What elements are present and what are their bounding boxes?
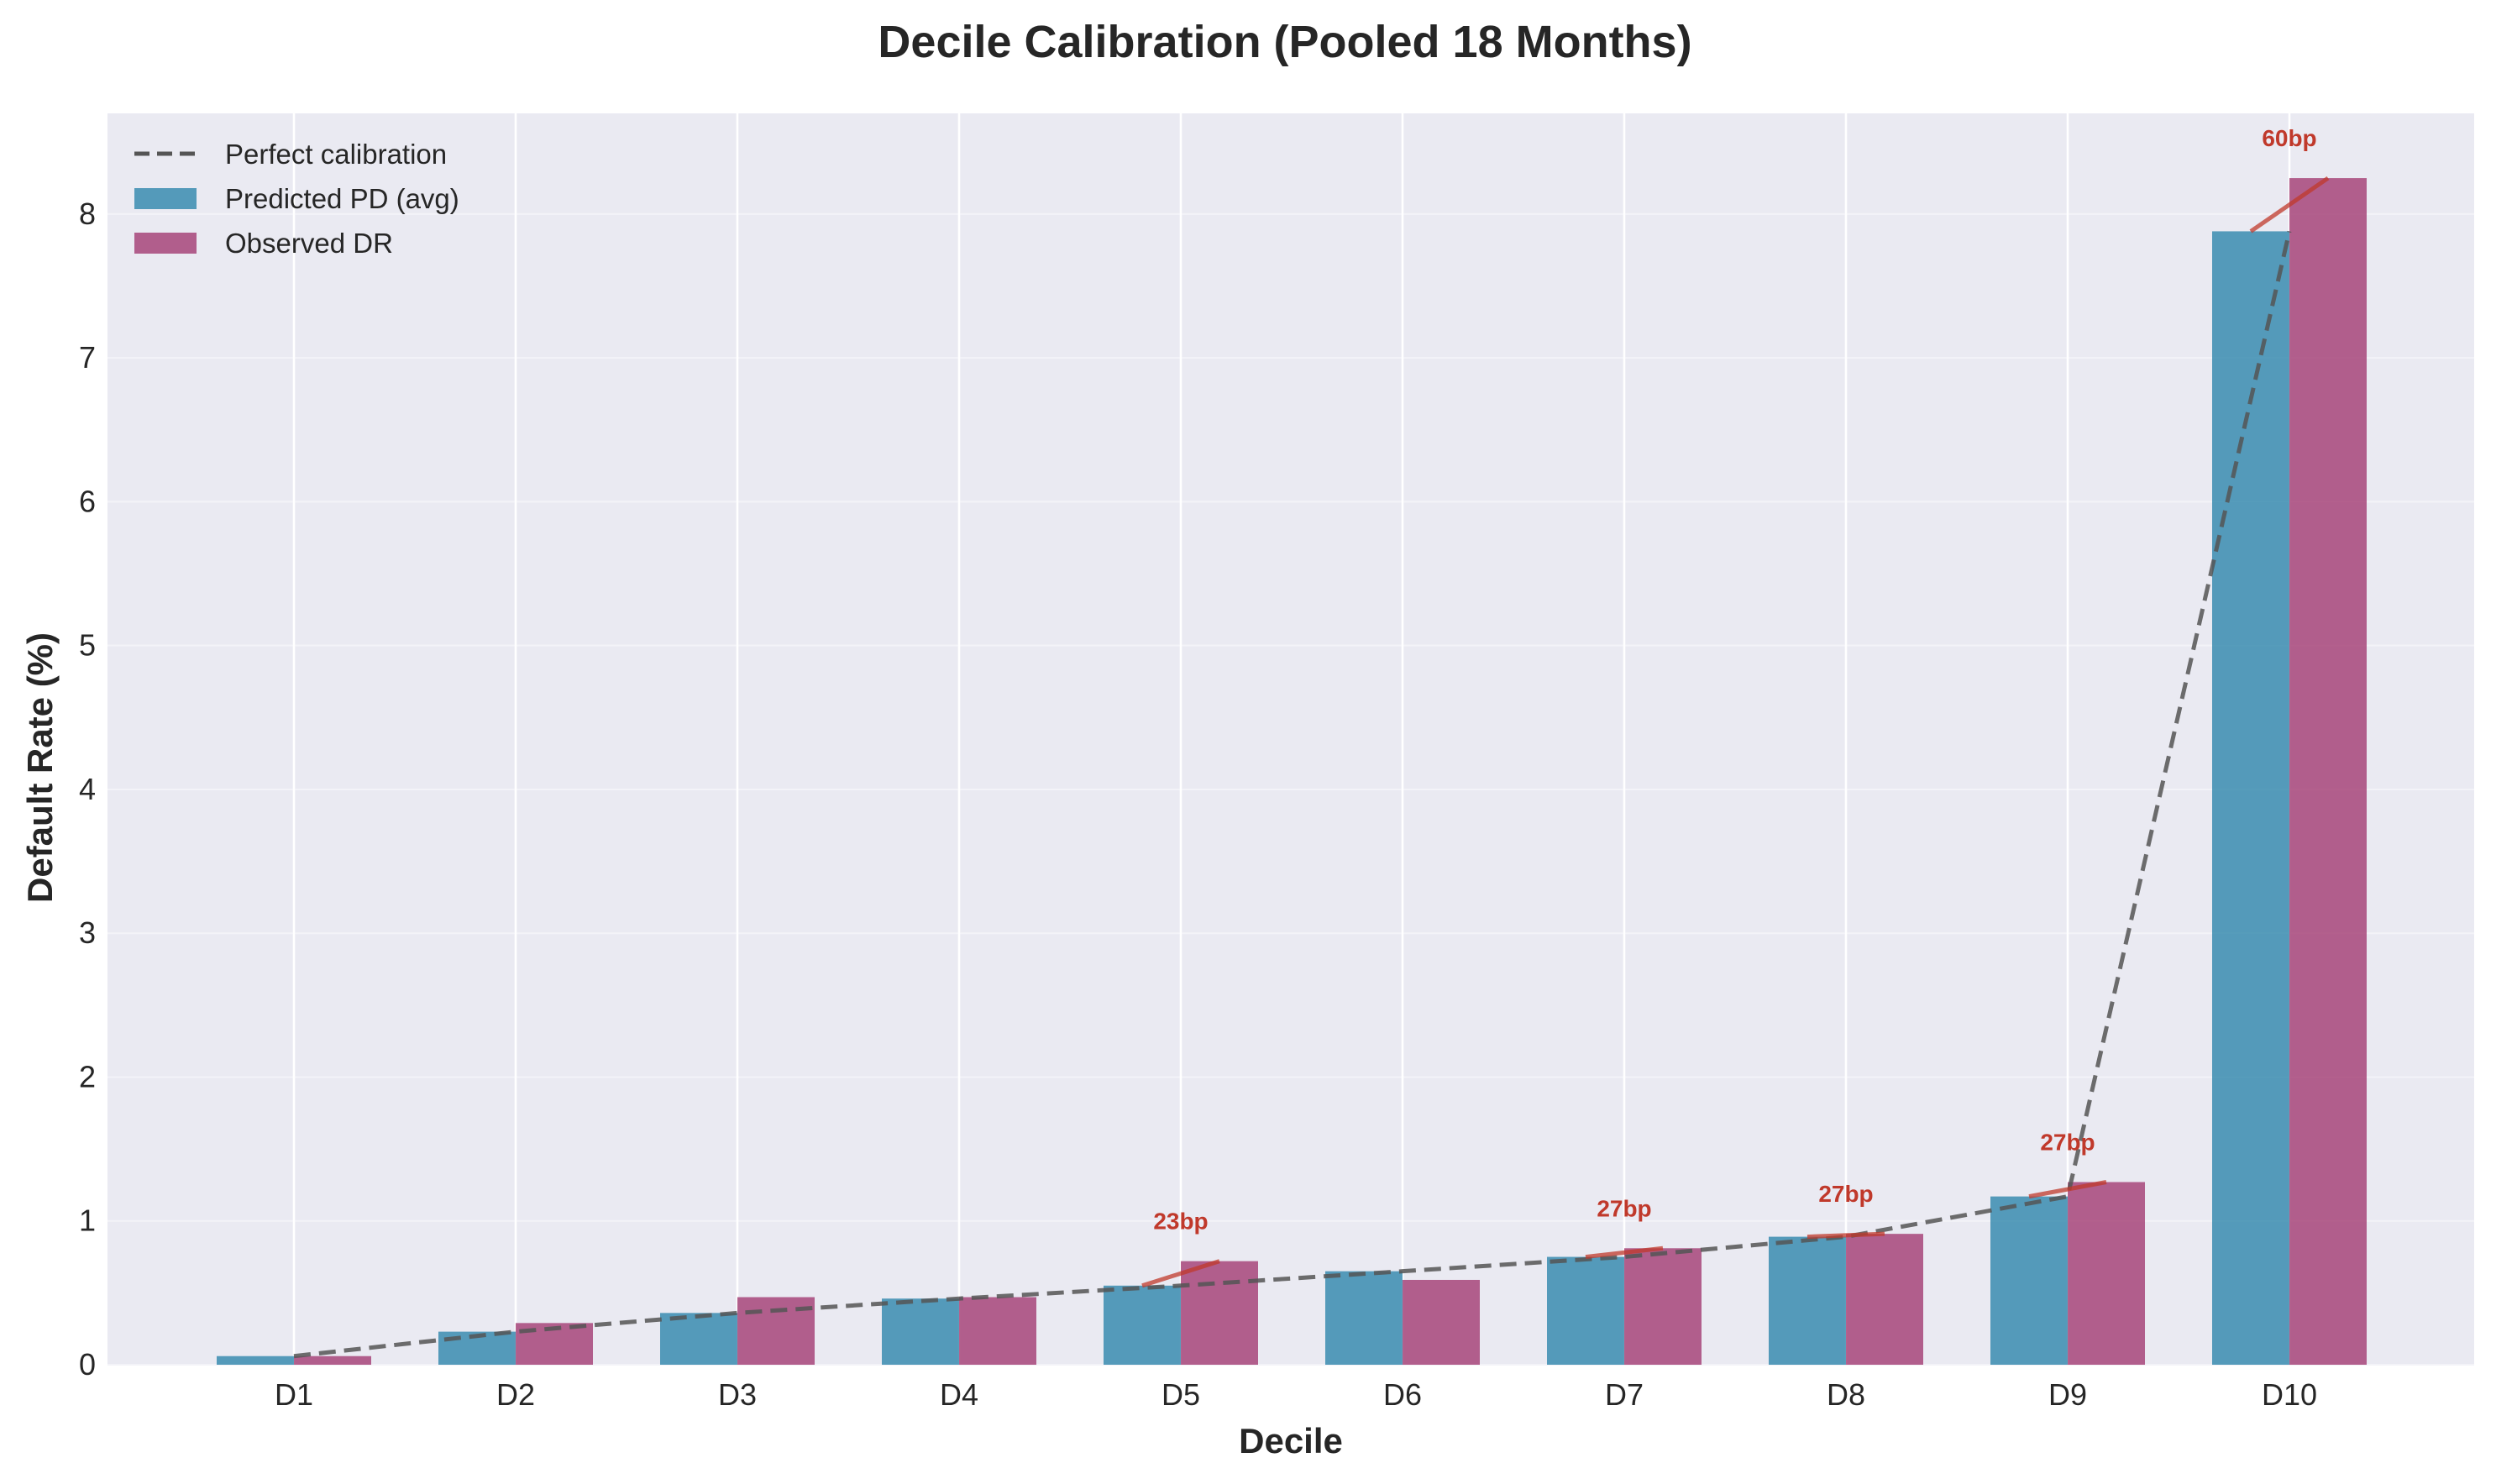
gap-line <box>1585 1245 1664 1260</box>
bar-observed <box>294 1356 371 1365</box>
x-tick-label: D7 <box>1605 1377 1644 1412</box>
y-tick-label: 1 <box>79 1203 96 1238</box>
bar-observed <box>2068 1182 2145 1365</box>
y-tick-label: 8 <box>79 197 96 231</box>
x-tick-label: D2 <box>496 1377 535 1412</box>
gap-label: 27bp <box>1818 1181 1873 1207</box>
y-tick-label: 0 <box>79 1347 96 1382</box>
x-tick-label: D8 <box>1827 1377 1865 1412</box>
legend-swatch-bar <box>134 233 197 254</box>
y-tick-label: 3 <box>79 915 96 950</box>
chart-title: Decile Calibration (Pooled 18 Months) <box>878 17 1691 67</box>
bar-predicted <box>1547 1256 1624 1365</box>
bar-predicted <box>882 1298 959 1365</box>
legend-swatch-bar <box>134 188 197 209</box>
legend: Perfect calibration Predicted PD (avg) Obs… <box>134 139 459 259</box>
bar-predicted <box>660 1313 737 1365</box>
bar-predicted <box>2212 231 2289 1365</box>
gap-label: 27bp <box>2040 1129 2095 1155</box>
x-tick-label: D10 <box>2262 1377 2317 1412</box>
calibration-line-path <box>293 230 2292 1359</box>
x-tick-label: D1 <box>275 1377 313 1412</box>
bar-predicted <box>1104 1285 1181 1365</box>
gap-label: 23bp <box>1153 1209 1208 1235</box>
bar-observed <box>1181 1261 1258 1365</box>
gap-line <box>1806 1231 1885 1240</box>
x-axis-label: Decile <box>1239 1421 1343 1460</box>
x-tick-label: D4 <box>940 1377 978 1412</box>
bar-observed <box>1403 1279 1480 1365</box>
bar-predicted <box>1769 1236 1846 1365</box>
ticks: 0 1 2 3 4 5 6 7 8 D1 D2 D3 D4 D5 D6 D7 D8 D9 D10 <box>79 197 2317 1412</box>
legend-label: Perfect calibration <box>225 139 447 170</box>
x-tick-label: D9 <box>2048 1377 2087 1412</box>
y-tick-label: 5 <box>79 628 96 663</box>
gap-line <box>2249 176 2330 233</box>
y-tick-label: 6 <box>79 484 96 518</box>
x-tick-label: D5 <box>1161 1377 1200 1412</box>
y-tick-label: 2 <box>79 1059 96 1093</box>
bar-predicted <box>1990 1196 2068 1365</box>
x-tick-label: D6 <box>1383 1377 1422 1412</box>
calibration-line <box>293 230 2292 1359</box>
legend-label: Predicted PD (avg) <box>225 183 459 214</box>
gap-line <box>2028 1180 2107 1199</box>
y-tick-label: 4 <box>79 772 96 806</box>
legend-label: Observed DR <box>225 228 393 259</box>
bar-observed <box>959 1297 1036 1365</box>
gap-label: 27bp <box>1597 1195 1651 1221</box>
gap-line <box>1141 1259 1220 1288</box>
bar-observed <box>1846 1234 1923 1365</box>
y-axis-label: Default Rate (%) <box>20 632 60 903</box>
y-tick-label: 7 <box>79 340 96 375</box>
bar-predicted <box>217 1356 294 1365</box>
gap-label: 60bp <box>2262 125 2316 151</box>
grid <box>107 113 2474 1366</box>
bar-predicted <box>1325 1271 1403 1365</box>
plot-area <box>107 113 2474 1365</box>
x-tick-label: D3 <box>718 1377 757 1412</box>
bar-observed <box>2289 178 2367 1365</box>
bar-observed <box>1624 1248 1702 1365</box>
annotations: 23bp 27bp 27bp 27bp 60bp <box>1141 125 2330 1288</box>
